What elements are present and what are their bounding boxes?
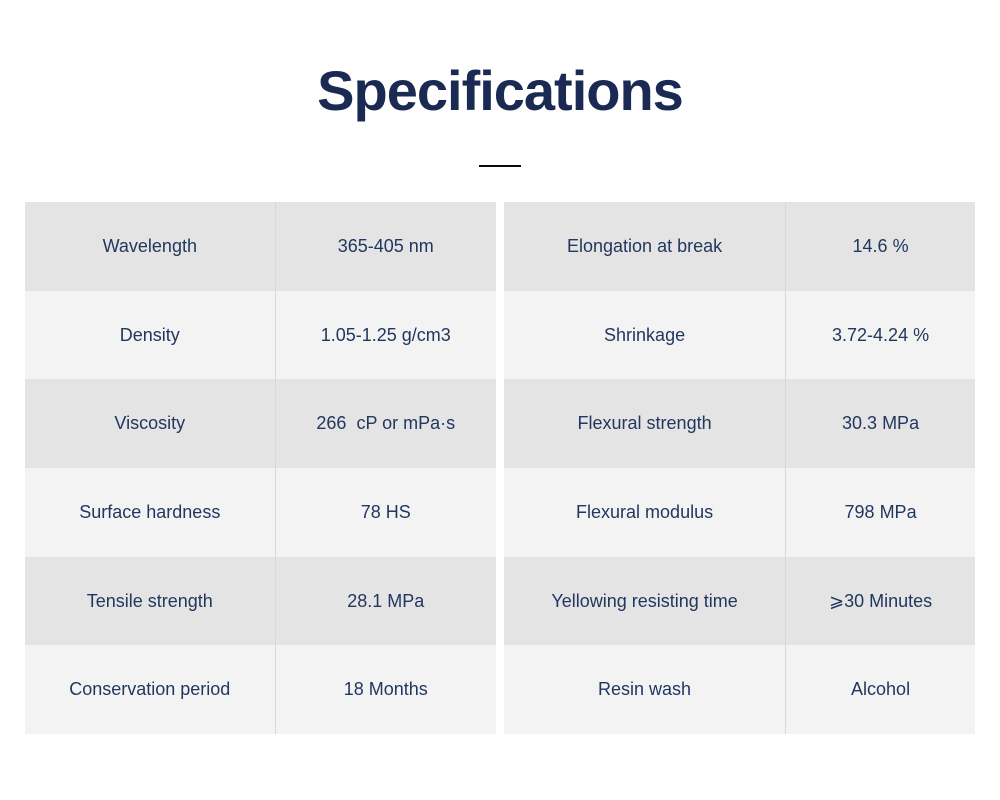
spec-label: Conservation period — [25, 645, 276, 735]
spec-value: 28.1 MPa — [347, 590, 425, 611]
page-title: Specifications — [317, 59, 684, 122]
spec-label: Density — [25, 290, 276, 380]
spec-value: 14.6 % — [852, 235, 909, 256]
spec-row: Flexural modulus 798 MPa — [504, 468, 975, 557]
spec-label: Surface hardness — [25, 468, 276, 557]
spec-row: Density 1.05-1.25 g/cm3 — [25, 290, 496, 380]
spec-table-left: Wavelength 365-405 nm Density 1.05-1.25 … — [25, 202, 496, 735]
spec-row: Yellowing resisting time ⩾30 Minutes — [504, 556, 975, 646]
spec-label: Flexural strength — [504, 379, 787, 469]
spec-value: 18 Months — [343, 679, 428, 700]
spec-row: Shrinkage 3.72-4.24 % — [504, 290, 975, 380]
spec-label: Yellowing resisting time — [504, 556, 787, 646]
spec-row: Tensile strength 28.1 MPa — [25, 556, 496, 646]
spec-value: 1.05-1.25 g/cm3 — [320, 324, 451, 345]
spec-value: 30.3 MPa — [842, 413, 920, 434]
spec-value: 798 MPa — [844, 501, 917, 522]
spec-row: Conservation period 18 Months — [25, 645, 496, 735]
specifications-tables: Wavelength 365-405 nm Density 1.05-1.25 … — [25, 202, 975, 735]
spec-label: Elongation at break — [504, 202, 787, 291]
spec-label: Resin wash — [504, 645, 787, 735]
spec-value: Alcohol — [851, 679, 911, 700]
spec-label: Tensile strength — [25, 556, 276, 646]
spec-value: 365-405 nm — [337, 235, 434, 256]
spec-label: Shrinkage — [504, 290, 787, 380]
spec-row: Elongation at break 14.6 % — [504, 202, 975, 291]
spec-table-right: Elongation at break 14.6 % Shrinkage 3.7… — [504, 202, 975, 735]
spec-value: ⩾30 Minutes — [828, 590, 933, 611]
spec-row: Viscosity 266 cP or mPa·s — [25, 379, 496, 469]
spec-row: Surface hardness 78 HS — [25, 468, 496, 557]
spec-value: 3.72-4.24 % — [832, 324, 930, 345]
spec-value: 266 cP or mPa·s — [316, 413, 456, 434]
spec-label: Viscosity — [25, 379, 276, 469]
spec-row: Wavelength 365-405 nm — [25, 202, 496, 291]
spec-row: Flexural strength 30.3 MPa — [504, 379, 975, 469]
spec-label: Flexural modulus — [504, 468, 787, 557]
spec-row: Resin wash Alcohol — [504, 645, 975, 735]
title-underline — [479, 165, 521, 167]
spec-label: Wavelength — [25, 202, 276, 291]
spec-value: 78 HS — [360, 501, 411, 522]
